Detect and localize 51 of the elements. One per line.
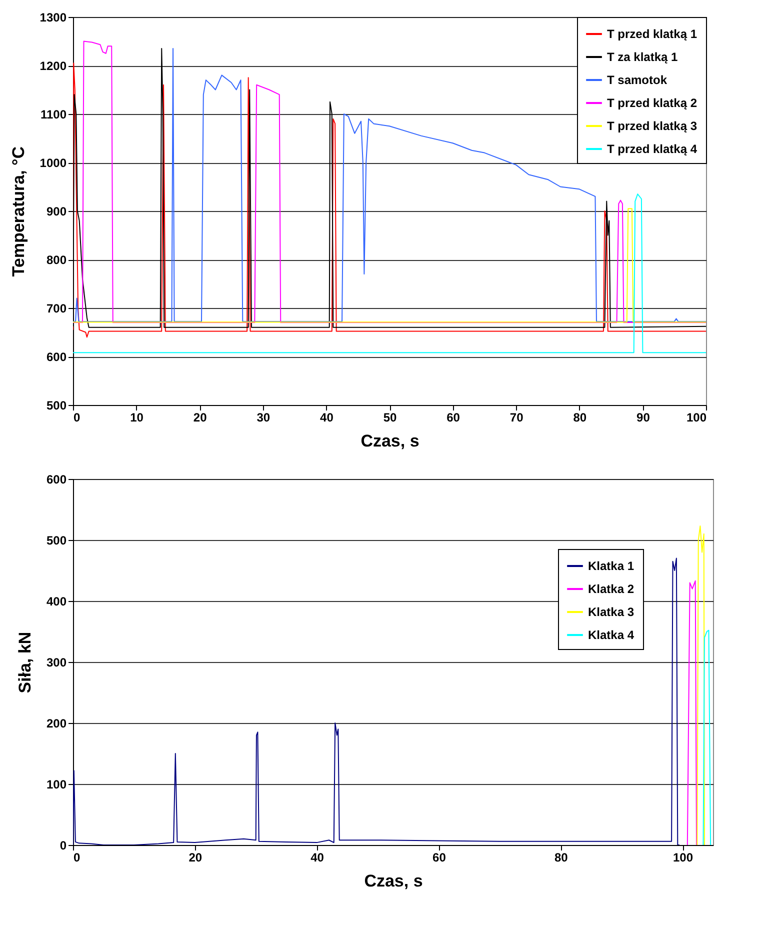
y-axis-title: Siła, kN xyxy=(15,632,34,694)
x-tick-label: 80 xyxy=(554,850,568,864)
x-tick-label: 100 xyxy=(686,410,707,424)
x-tick-label: 0 xyxy=(74,410,80,424)
legend-label: Klatka 2 xyxy=(588,582,634,596)
y-tick-label: 800 xyxy=(46,253,67,267)
x-tick-label: 40 xyxy=(320,410,334,424)
legend-label: T przed klatką 1 xyxy=(607,27,698,41)
y-tick-label: 100 xyxy=(46,778,67,792)
x-tick-label: 0 xyxy=(74,850,80,864)
legend-label: T za klatką 1 xyxy=(607,50,678,64)
x-axis-title: Czas, s xyxy=(360,432,420,450)
y-tick-label: 500 xyxy=(46,534,67,548)
y-tick-label: 900 xyxy=(46,204,67,218)
y-tick-label: 200 xyxy=(46,716,67,730)
y-tick-label: 0 xyxy=(60,838,67,852)
y-tick-label: 700 xyxy=(46,302,67,316)
legend-label: T przed klatką 2 xyxy=(607,96,698,110)
legend-label: T samotok xyxy=(607,73,668,87)
x-tick-label: 20 xyxy=(193,410,208,424)
x-tick-label: 20 xyxy=(188,850,202,864)
legend-label: Klatka 3 xyxy=(588,605,634,619)
y-tick-label: 400 xyxy=(46,594,67,608)
line-series xyxy=(73,558,680,845)
legend-label: T przed klatką 4 xyxy=(607,142,698,156)
x-tick-label: 50 xyxy=(383,410,397,424)
y-tick-label: 600 xyxy=(46,472,67,486)
y-tick-label: 1000 xyxy=(40,156,67,170)
line-series xyxy=(686,580,698,845)
y-tick-label: 1100 xyxy=(40,108,67,122)
y-axis-title: Temperatura, °C xyxy=(8,146,28,277)
line-series xyxy=(702,630,712,845)
x-axis-title: Czas, s xyxy=(364,872,423,890)
legend-label: Klatka 4 xyxy=(588,628,634,642)
x-tick-label: 80 xyxy=(573,410,587,424)
legend-label: Klatka 1 xyxy=(588,559,634,573)
y-tick-label: 300 xyxy=(46,656,67,670)
y-tick-label: 500 xyxy=(46,398,67,412)
x-tick-label: 100 xyxy=(673,850,694,864)
y-tick-label: 1200 xyxy=(40,59,67,73)
x-tick-label: 70 xyxy=(510,410,524,424)
y-tick-label: 600 xyxy=(46,350,67,364)
x-tick-label: 90 xyxy=(636,410,650,424)
x-tick-label: 40 xyxy=(310,850,324,864)
y-tick-label: 1300 xyxy=(40,10,67,24)
x-tick-label: 60 xyxy=(432,850,446,864)
x-tick-label: 30 xyxy=(256,410,270,424)
x-tick-label: 60 xyxy=(446,410,460,424)
line-series xyxy=(696,525,705,845)
legend-label: T przed klatką 3 xyxy=(607,119,698,133)
x-tick-label: 10 xyxy=(130,410,144,424)
